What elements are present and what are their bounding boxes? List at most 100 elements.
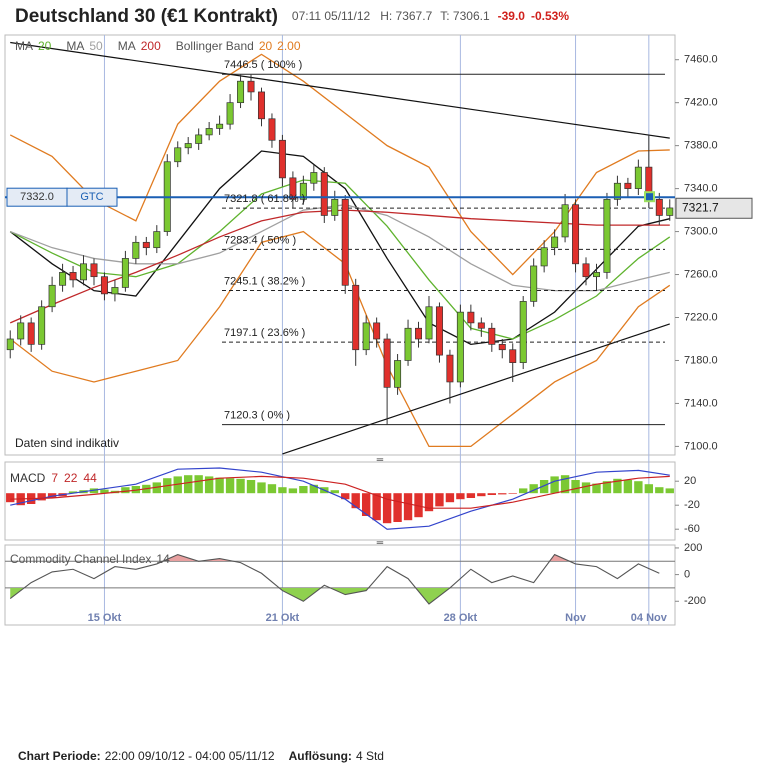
candle-body [247, 80, 255, 93]
macd-bar [571, 480, 580, 494]
candle-body [226, 102, 234, 125]
candle-body [310, 172, 318, 184]
y-tick-label: -60 [684, 523, 700, 535]
macd-bar [403, 493, 413, 521]
time: 07:11 05/11/12 [292, 9, 371, 23]
high: H: 7367.7 [380, 9, 432, 23]
candle-body [341, 198, 349, 286]
y-tick-label: 7100.0 [684, 440, 718, 452]
candle-body [603, 198, 611, 273]
candle-body [268, 118, 276, 141]
low: T: 7306.1 [440, 9, 490, 23]
moving-average [10, 204, 670, 292]
macd-bar [288, 488, 298, 494]
candle-body [540, 247, 548, 267]
panel-grip: ═ [376, 537, 384, 547]
order-tag: GTC [80, 191, 103, 203]
y-tick-label: 7460.0 [684, 54, 718, 66]
macd-label: MACD [10, 471, 46, 485]
macd-bar [330, 490, 339, 494]
legend-param: 2.00 [277, 39, 301, 53]
candle-body [331, 198, 339, 216]
macd-bar [424, 493, 434, 512]
cci-line [9, 553, 660, 605]
macd-bar [435, 493, 444, 507]
candle-body [132, 241, 140, 259]
y-tick-label: -20 [684, 499, 700, 511]
candle-body [6, 338, 14, 351]
macd-bar [278, 487, 287, 494]
panel-grip: ═ [376, 454, 384, 464]
candle-body [446, 354, 454, 383]
y-tick-label: -200 [684, 595, 706, 607]
macd-bar [351, 493, 360, 509]
macd-bar [623, 480, 633, 494]
candle-body [362, 322, 370, 351]
candle-body [666, 207, 674, 216]
y-tick-label: 7380.0 [684, 140, 718, 152]
candle-body [634, 166, 642, 189]
macd-bar [445, 493, 455, 503]
candle-body [519, 301, 527, 363]
candle-body [80, 263, 88, 281]
y-tick-label: 7220.0 [684, 311, 718, 323]
fib-label: 7245.1 ( 38.2% ) [224, 275, 305, 287]
candle-body [561, 204, 569, 238]
macd-bar [581, 482, 591, 494]
macd-bar [644, 484, 654, 494]
macd-bar [592, 483, 601, 494]
macd-bar [634, 481, 643, 494]
macd-bar [382, 493, 392, 524]
moving-average [9, 209, 670, 324]
candle-body [111, 287, 119, 295]
change: -39.0 [498, 9, 526, 23]
y-tick-label: 7300.0 [684, 225, 718, 237]
candle-body [488, 327, 496, 345]
fib-label: 7120.3 ( 0% ) [224, 410, 290, 422]
y-tick-label: 7420.0 [684, 97, 718, 109]
plot [5, 41, 675, 605]
last-price: 7321.7 [682, 200, 719, 214]
candle-body [27, 322, 35, 345]
legend-param: 20 [259, 39, 273, 53]
fib-label: 7321.8 ( 61.8% ) [224, 193, 305, 205]
macd-panel [4, 461, 676, 541]
footer-value: 4 Std [356, 749, 384, 763]
macd-bar [225, 478, 235, 494]
candle-body [404, 327, 412, 361]
candle-body [383, 338, 391, 388]
cci-panel [4, 544, 676, 626]
macd-bar [665, 488, 674, 494]
candle-body [435, 306, 443, 356]
page-title: Deutschland 30 (€1 Kontrakt) [15, 6, 278, 27]
macd-bar [236, 478, 245, 494]
note: Daten sind indikativ [15, 436, 119, 450]
macd-bar [613, 478, 622, 494]
macd-bar [466, 493, 476, 498]
macd-param: 7 [51, 471, 58, 485]
macd-bar [204, 476, 214, 494]
legend-param: 200 [141, 39, 161, 53]
macd-bar [508, 493, 517, 494]
y-tick-label: 7140.0 [684, 397, 718, 409]
fib-label: 7446.5 ( 100% ) [224, 59, 302, 71]
y-tick-label: 7260.0 [684, 268, 718, 280]
bollinger-lower [9, 230, 671, 448]
candle-body [289, 177, 297, 200]
fib-label: 7197.1 ( 23.6% ) [224, 327, 305, 339]
y-tick-label: 7180.0 [684, 354, 718, 366]
fib-label: 7283.4 ( 50% ) [224, 234, 296, 246]
macd-bar [560, 475, 570, 494]
candle-body [394, 360, 402, 388]
candle-body [572, 204, 580, 265]
macd-bar [487, 493, 496, 495]
candle-body [582, 263, 590, 278]
candle-body [195, 134, 203, 144]
main-panel [4, 34, 676, 456]
candle-body [477, 322, 485, 329]
macd-line [10, 475, 670, 509]
y-tick-label: 200 [684, 542, 702, 554]
candle-body [299, 182, 307, 200]
macd-bar [539, 480, 549, 494]
